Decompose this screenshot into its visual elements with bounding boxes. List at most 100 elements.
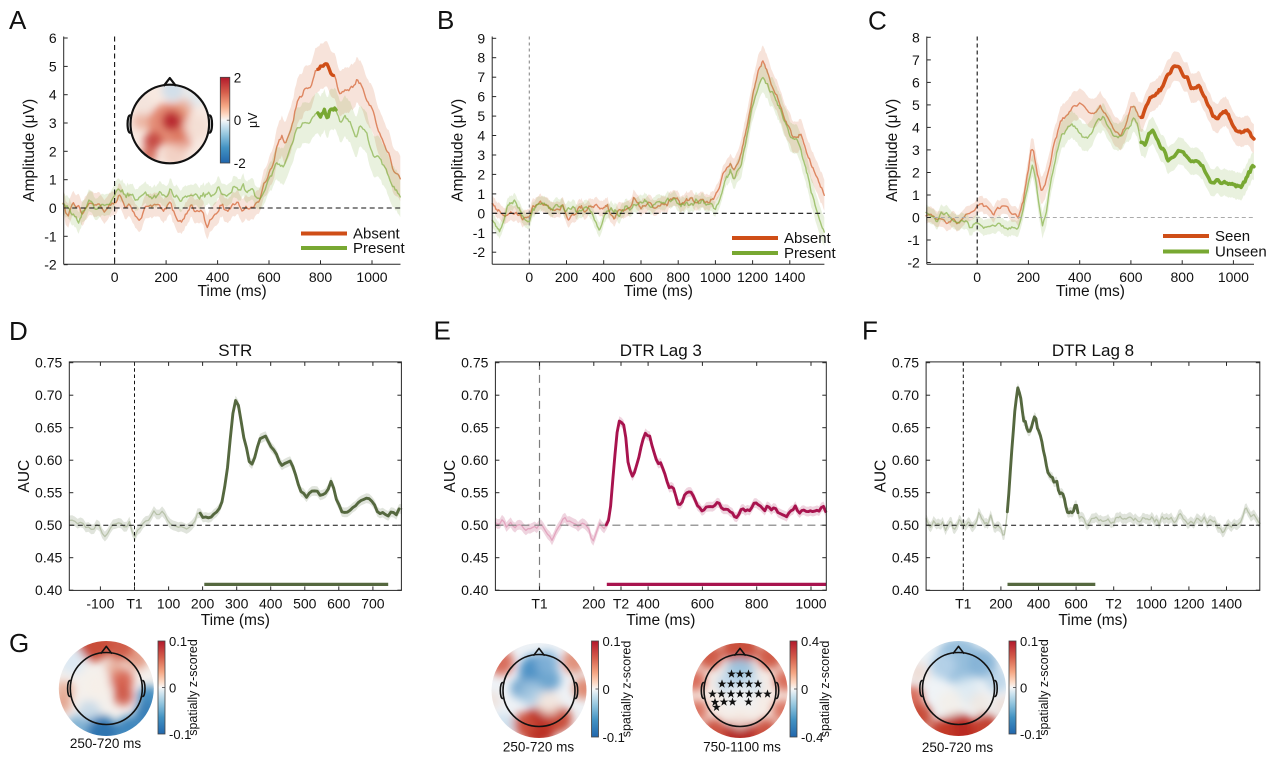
svg-text:2: 2 bbox=[234, 70, 242, 85]
svg-text:-2: -2 bbox=[473, 244, 486, 260]
svg-text:1400: 1400 bbox=[1211, 595, 1242, 611]
svg-text:0.65: 0.65 bbox=[892, 420, 919, 436]
svg-text:0.50: 0.50 bbox=[35, 517, 62, 533]
svg-text:-2: -2 bbox=[907, 255, 920, 271]
svg-text:Amplitude (μV): Amplitude (μV) bbox=[450, 99, 467, 202]
svg-text:0.1: 0.1 bbox=[169, 634, 187, 649]
svg-text:2: 2 bbox=[49, 143, 57, 159]
svg-text:600: 600 bbox=[1119, 269, 1143, 285]
svg-text:200: 200 bbox=[989, 595, 1013, 611]
svg-text:1000: 1000 bbox=[1136, 595, 1167, 611]
svg-text:-0.1: -0.1 bbox=[169, 727, 191, 742]
svg-text:0: 0 bbox=[603, 682, 610, 697]
svg-text:-0.1: -0.1 bbox=[603, 730, 625, 745]
svg-text:1200: 1200 bbox=[1173, 595, 1204, 611]
svg-text:-100: -100 bbox=[86, 595, 114, 611]
svg-text:600: 600 bbox=[691, 595, 715, 611]
svg-text:1200: 1200 bbox=[737, 269, 768, 285]
svg-text:750-1100 ms: 750-1100 ms bbox=[703, 740, 781, 755]
svg-text:AUC: AUC bbox=[873, 460, 890, 493]
svg-text:spatially z-scored: spatially z-scored bbox=[1037, 639, 1051, 736]
svg-text:0.70: 0.70 bbox=[461, 387, 488, 403]
svg-text:0.60: 0.60 bbox=[892, 452, 919, 468]
svg-text:250-720 ms: 250-720 ms bbox=[922, 740, 994, 755]
svg-text:STR: STR bbox=[218, 341, 252, 360]
svg-text:4: 4 bbox=[912, 119, 920, 135]
svg-text:Absent: Absent bbox=[353, 226, 401, 243]
svg-text:6: 6 bbox=[912, 74, 920, 90]
svg-text:A: A bbox=[9, 5, 27, 35]
svg-text:6: 6 bbox=[477, 89, 485, 105]
svg-text:AUC: AUC bbox=[442, 460, 459, 493]
svg-text:D: D bbox=[9, 316, 28, 346]
svg-text:DTR Lag 8: DTR Lag 8 bbox=[1052, 341, 1134, 360]
svg-text:spatially z-scored: spatially z-scored bbox=[620, 641, 634, 738]
svg-text:-0.1: -0.1 bbox=[1020, 727, 1042, 742]
svg-text:2: 2 bbox=[912, 165, 920, 181]
svg-text:0.55: 0.55 bbox=[35, 485, 62, 501]
svg-text:250-720 ms: 250-720 ms bbox=[503, 740, 575, 755]
svg-text:4: 4 bbox=[477, 128, 485, 144]
svg-text:0.40: 0.40 bbox=[892, 582, 919, 598]
svg-text:0.40: 0.40 bbox=[35, 582, 62, 598]
svg-text:0.60: 0.60 bbox=[461, 452, 488, 468]
svg-text:0.45: 0.45 bbox=[892, 550, 919, 566]
svg-text:400: 400 bbox=[592, 269, 616, 285]
svg-text:Time (ms): Time (ms) bbox=[1056, 283, 1125, 300]
svg-text:0.75: 0.75 bbox=[35, 355, 62, 371]
svg-text:1000: 1000 bbox=[1218, 269, 1249, 285]
svg-text:Time (ms): Time (ms) bbox=[624, 283, 693, 300]
svg-text:600: 600 bbox=[257, 269, 281, 285]
svg-text:E: E bbox=[434, 316, 451, 346]
svg-text:DTR Lag 3: DTR Lag 3 bbox=[620, 341, 702, 360]
svg-text:Time (ms): Time (ms) bbox=[626, 612, 695, 629]
svg-text:Amplitude (μV): Amplitude (μV) bbox=[21, 99, 38, 202]
svg-text:800: 800 bbox=[667, 269, 691, 285]
svg-text:0: 0 bbox=[477, 205, 485, 221]
svg-text:T2: T2 bbox=[613, 595, 630, 611]
svg-text:7: 7 bbox=[477, 69, 485, 85]
svg-text:6: 6 bbox=[49, 30, 57, 46]
svg-text:1400: 1400 bbox=[774, 269, 805, 285]
svg-text:8: 8 bbox=[477, 50, 485, 66]
svg-text:700: 700 bbox=[361, 595, 385, 611]
svg-text:0.4: 0.4 bbox=[801, 634, 819, 649]
svg-text:-2: -2 bbox=[44, 257, 57, 273]
svg-text:Present: Present bbox=[353, 240, 406, 257]
svg-text:0: 0 bbox=[111, 269, 119, 285]
svg-text:spatially z-scored: spatially z-scored bbox=[818, 641, 832, 738]
svg-text:7: 7 bbox=[912, 52, 920, 68]
svg-text:800: 800 bbox=[745, 595, 769, 611]
svg-text:0.45: 0.45 bbox=[35, 550, 62, 566]
svg-text:0.50: 0.50 bbox=[461, 517, 488, 533]
svg-text:9: 9 bbox=[477, 30, 485, 46]
svg-text:Time (ms): Time (ms) bbox=[198, 283, 267, 300]
svg-text:Unseen: Unseen bbox=[1215, 244, 1267, 261]
svg-text:Absent: Absent bbox=[784, 230, 832, 247]
svg-text:AUC: AUC bbox=[16, 460, 33, 493]
svg-text:G: G bbox=[9, 628, 29, 658]
svg-text:-1: -1 bbox=[907, 232, 920, 248]
svg-text:4: 4 bbox=[49, 87, 57, 103]
svg-text:0.65: 0.65 bbox=[35, 420, 62, 436]
svg-text:800: 800 bbox=[309, 269, 333, 285]
svg-text:Time (ms): Time (ms) bbox=[1058, 612, 1127, 629]
svg-text:B: B bbox=[437, 5, 454, 35]
svg-text:800: 800 bbox=[1171, 269, 1195, 285]
svg-text:600: 600 bbox=[327, 595, 351, 611]
svg-text:1000: 1000 bbox=[700, 269, 731, 285]
svg-text:-1: -1 bbox=[473, 225, 486, 241]
svg-text:T1: T1 bbox=[531, 595, 548, 611]
svg-text:-2: -2 bbox=[234, 156, 246, 171]
svg-text:300: 300 bbox=[225, 595, 249, 611]
svg-text:-1: -1 bbox=[44, 228, 57, 244]
svg-text:0.75: 0.75 bbox=[461, 355, 488, 371]
svg-text:250-720 ms: 250-720 ms bbox=[70, 736, 142, 751]
svg-text:400: 400 bbox=[259, 595, 283, 611]
svg-text:μV: μV bbox=[246, 112, 260, 128]
svg-text:200: 200 bbox=[555, 269, 579, 285]
svg-text:0.1: 0.1 bbox=[603, 634, 621, 649]
svg-text:C: C bbox=[868, 6, 887, 36]
svg-text:0.1: 0.1 bbox=[1020, 634, 1038, 649]
svg-text:T1: T1 bbox=[955, 595, 972, 611]
